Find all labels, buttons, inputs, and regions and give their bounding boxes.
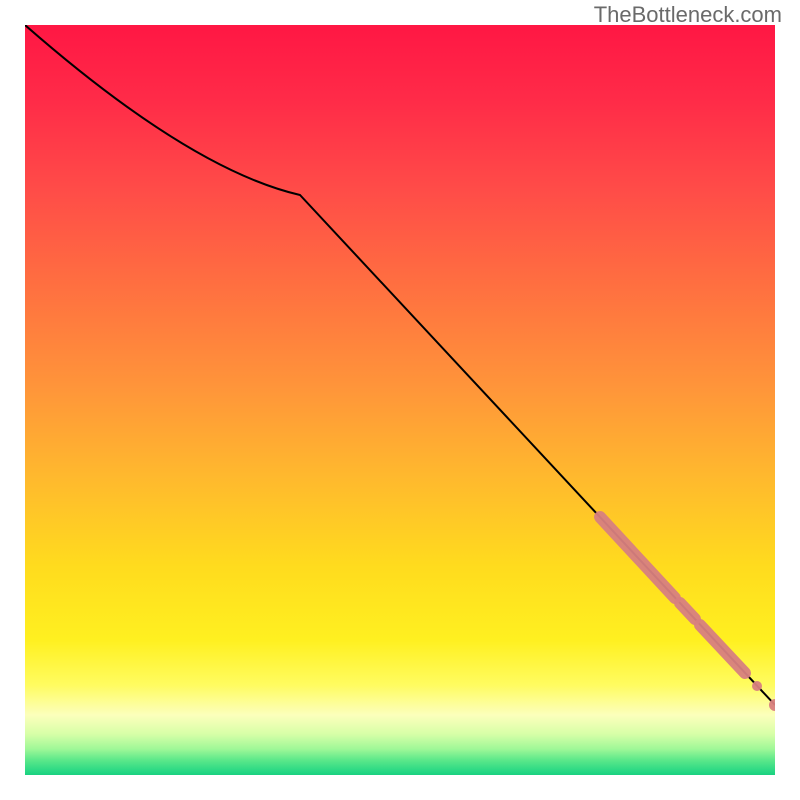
curve-line — [25, 25, 775, 705]
chart-area — [25, 25, 775, 775]
marker-segments — [600, 517, 775, 711]
chart-overlay — [25, 25, 775, 775]
